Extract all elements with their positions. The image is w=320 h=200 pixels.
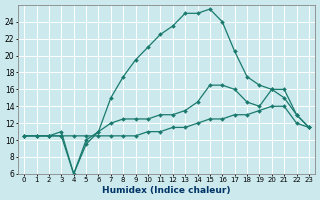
X-axis label: Humidex (Indice chaleur): Humidex (Indice chaleur)	[102, 186, 231, 195]
